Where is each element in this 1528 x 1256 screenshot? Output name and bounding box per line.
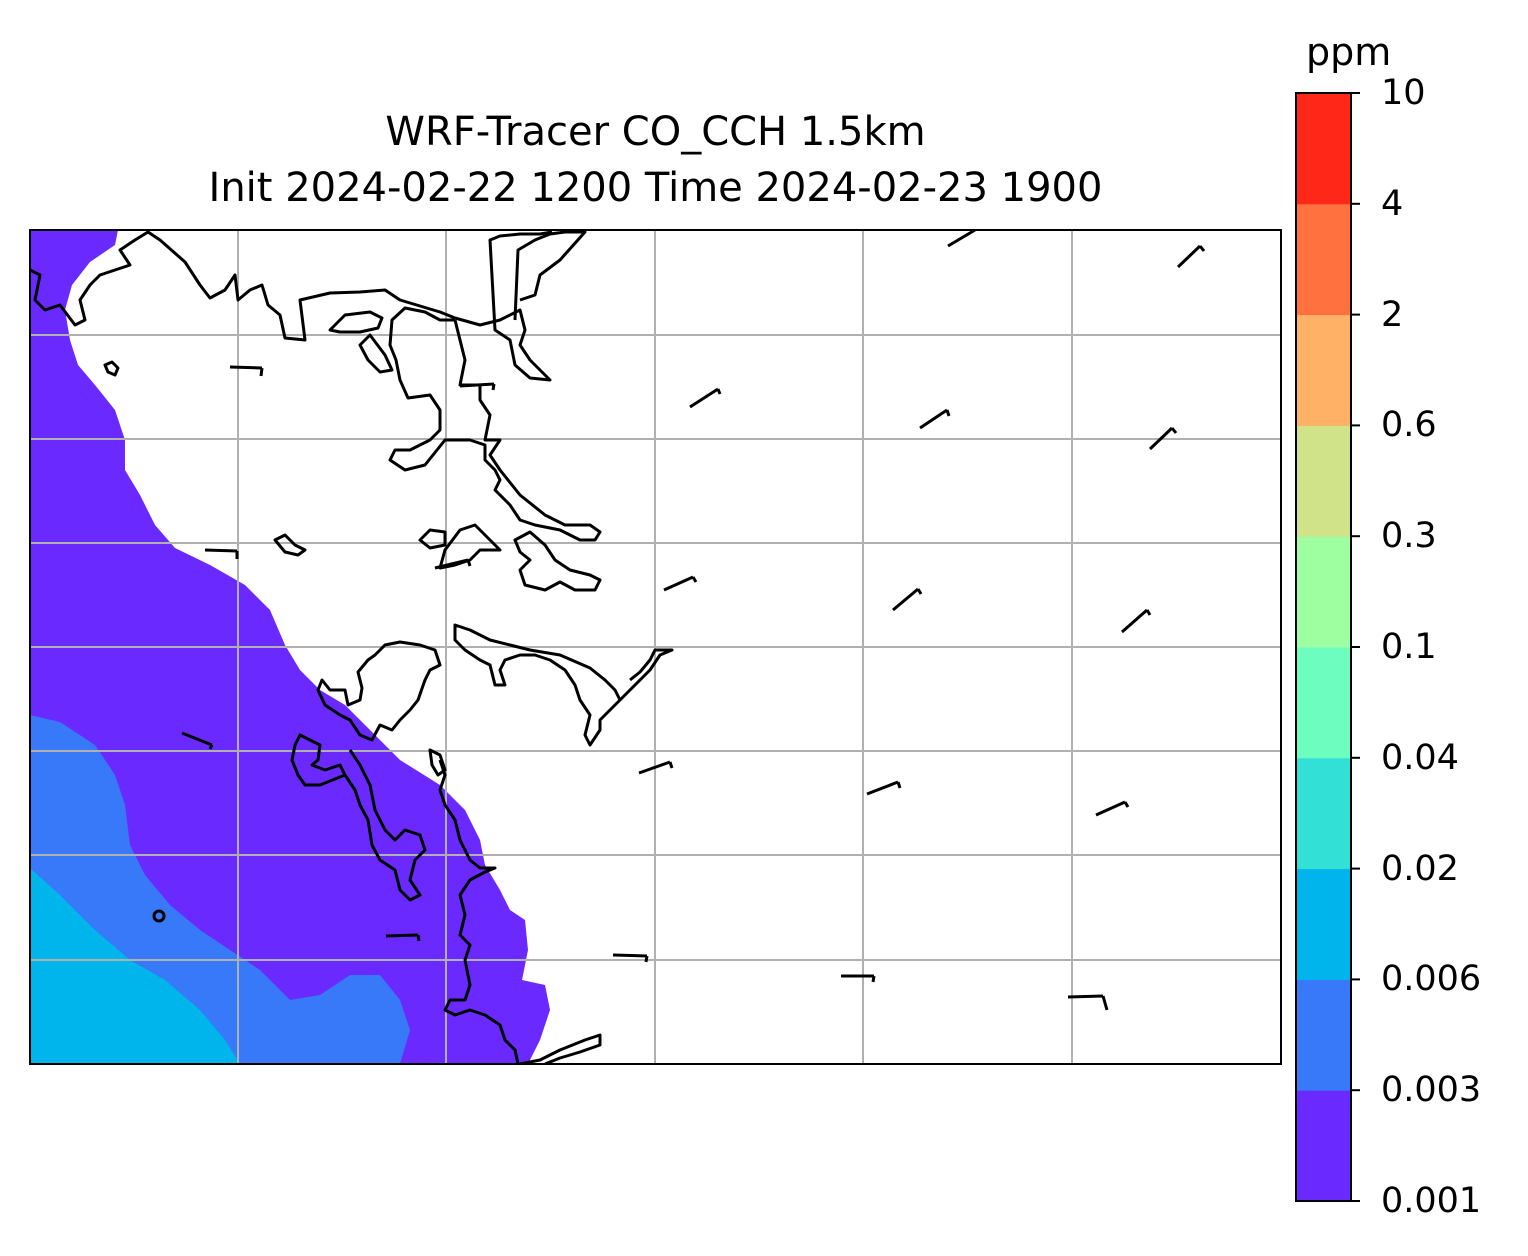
colorbar-segment <box>1296 203 1351 316</box>
coastline-delta-2 <box>438 523 502 570</box>
wind-barb <box>385 933 421 942</box>
field-band-0006 <box>30 868 240 1064</box>
map-title-line1: WRF-Tracer CO_CCH 1.5km <box>385 109 926 155</box>
colorbar-segment <box>1296 647 1351 759</box>
colorbar-tick-label: 0.04 <box>1381 737 1459 778</box>
coastline-islet <box>152 909 166 923</box>
wind-barb <box>1095 800 1130 817</box>
coastline-delta <box>418 528 447 550</box>
wind-barb <box>1176 244 1206 269</box>
wind-barb <box>947 228 976 248</box>
colorbar <box>1295 92 1360 1202</box>
wind-barb <box>866 780 902 796</box>
coastline-bay-2 <box>358 333 394 374</box>
wind-barb <box>1067 994 1109 1011</box>
coastline-island-4 <box>428 748 447 777</box>
colorbar-segment <box>1296 93 1351 205</box>
wind-barb <box>689 387 722 409</box>
colorbar-segment <box>1296 536 1351 648</box>
colorbar-segment <box>1296 868 1351 980</box>
wind-barb <box>204 548 239 559</box>
coastline-peninsula-2 <box>290 733 347 787</box>
colorbar-tick-label: 0.003 <box>1381 1070 1482 1111</box>
wind-barb <box>612 953 649 963</box>
colorbar-tick-label: 4 <box>1381 183 1404 224</box>
colorbar-tick-label: 0.02 <box>1381 848 1459 889</box>
coastline-west <box>316 640 442 742</box>
colorbar-tick-label: 0.6 <box>1381 405 1437 446</box>
colorbar-segment <box>1296 1090 1351 1202</box>
wind-barb <box>434 558 472 570</box>
colorbar-tick-label: 10 <box>1381 73 1426 113</box>
coastline-south <box>438 759 520 1064</box>
colorbar-tick-label: 0.3 <box>1381 516 1437 557</box>
colorbar-tick-label: 2 <box>1381 294 1404 335</box>
wind-barb <box>841 974 876 983</box>
colorbar-tick-label: 0.006 <box>1381 959 1482 1000</box>
colorbar-tick-label: 0.1 <box>1381 627 1437 667</box>
coastline-island <box>328 310 384 334</box>
coastline-south-bay <box>453 623 622 747</box>
coastline-inlet <box>513 230 587 321</box>
colorbar-segment <box>1296 314 1351 426</box>
colorbar-segment <box>1296 757 1351 870</box>
wind-barbs <box>181 228 1206 1011</box>
wind-barb <box>919 408 951 430</box>
wind-barb <box>892 587 923 612</box>
coastline-island-2 <box>103 360 120 377</box>
map-title-line2: Init 2024-02-22 1200 Time 2024-02-23 190… <box>208 165 1103 211</box>
coastline-bay <box>388 306 602 542</box>
gridlines <box>30 230 1281 1064</box>
wind-barb <box>181 731 214 750</box>
coastline-peninsula-3 <box>343 749 427 902</box>
map-frame <box>29 229 1282 1065</box>
coastline-delta-3 <box>513 530 602 592</box>
wind-barb <box>1148 426 1178 451</box>
wind-barb <box>663 575 698 592</box>
colorbar-tick-label: 0.001 <box>1381 1181 1482 1221</box>
coastline-tip <box>519 1033 602 1064</box>
colorbar-segment <box>1296 979 1351 1091</box>
wind-barb <box>1121 608 1152 634</box>
wind-barb <box>459 382 496 391</box>
wind-barb <box>638 760 674 775</box>
coastline-north <box>30 230 553 382</box>
colorbar-segment <box>1296 425 1351 537</box>
wind-barb <box>229 365 264 377</box>
coastlines <box>30 230 674 1064</box>
coastline-island-3 <box>273 533 307 557</box>
coastline-east-shore <box>618 648 674 702</box>
colorbar-unit-label: ppm <box>1306 30 1392 74</box>
